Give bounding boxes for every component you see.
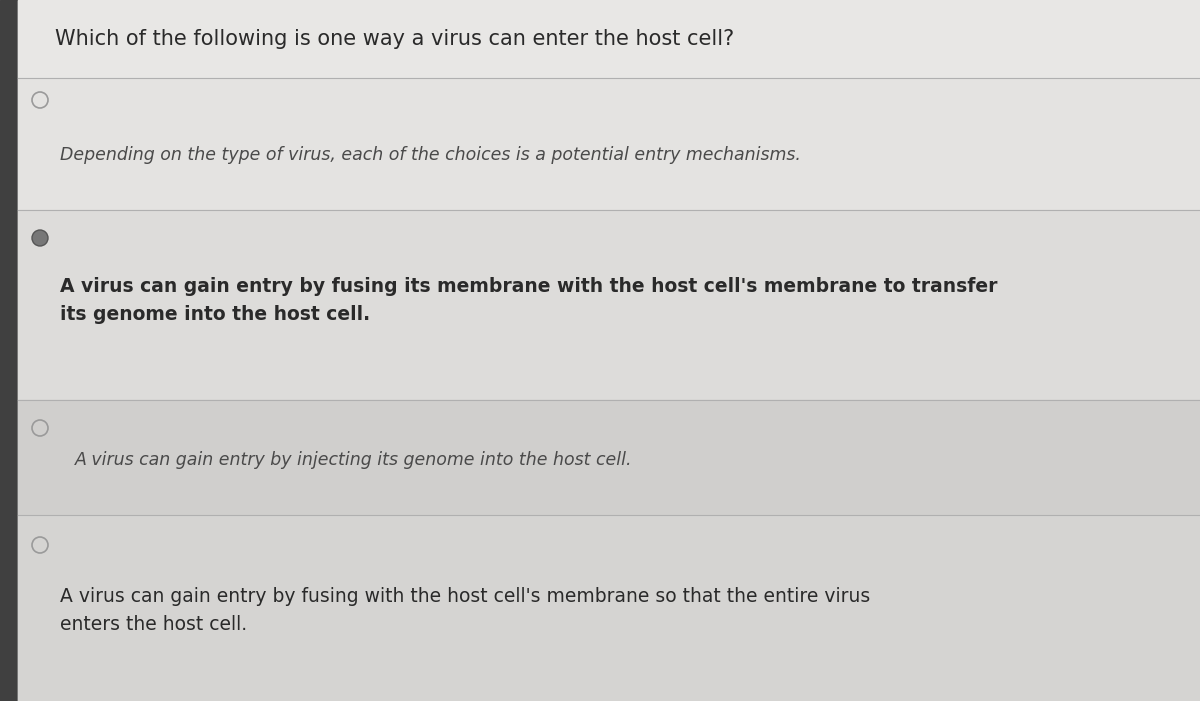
Bar (18, 210, 1200, 400)
Text: Which of the following is one way a virus can enter the host cell?: Which of the following is one way a viru… (55, 29, 734, 49)
Bar (18, 400, 1200, 515)
Bar (18, 0, 1200, 78)
Circle shape (32, 230, 48, 246)
Bar (18, 515, 1200, 701)
Bar (0, 0, 18, 701)
Bar (18, 78, 1200, 210)
Text: Depending on the type of virus, each of the choices is a potential entry mechani: Depending on the type of virus, each of … (60, 146, 800, 164)
Text: A virus can gain entry by fusing its membrane with the host cell's membrane to t: A virus can gain entry by fusing its mem… (60, 276, 997, 323)
Text: A virus can gain entry by injecting its genome into the host cell.: A virus can gain entry by injecting its … (74, 451, 632, 469)
Text: A virus can gain entry by fusing with the host cell's membrane so that the entir: A virus can gain entry by fusing with th… (60, 587, 870, 634)
